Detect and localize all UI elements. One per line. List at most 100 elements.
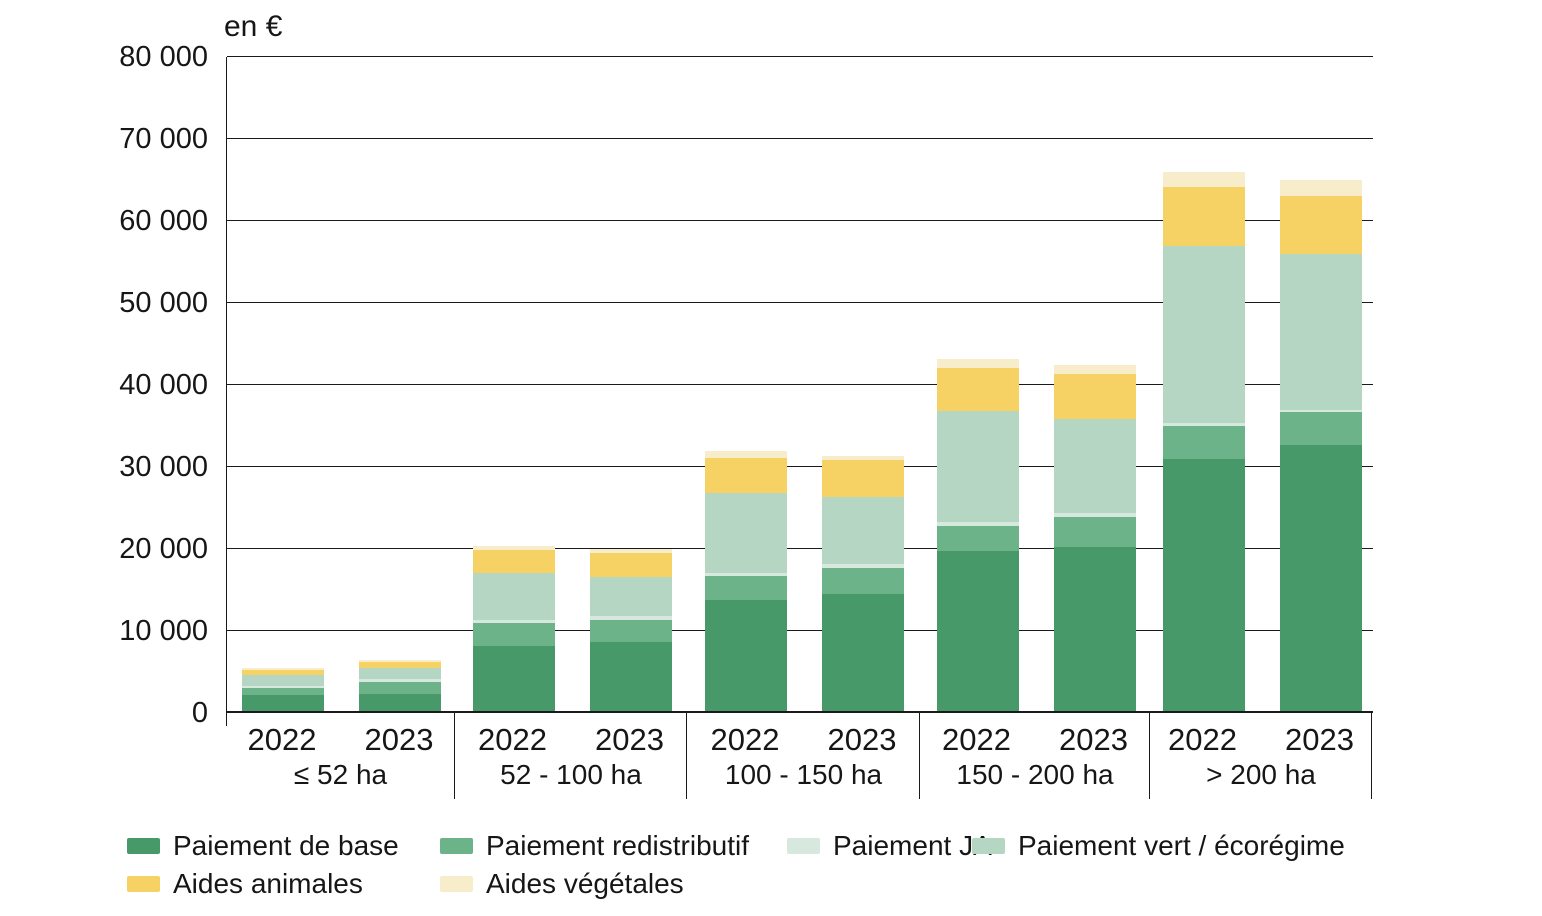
bar-segment-paiement-ja <box>472 619 555 623</box>
grid-line <box>227 630 1373 631</box>
group-divider <box>454 713 455 799</box>
bar-2023-200-ha <box>1279 180 1362 713</box>
bar-segment-paiement-de-base <box>705 599 787 713</box>
y-tick-label: 70 000 <box>119 123 208 155</box>
year-labels: 2022 2023 <box>1150 723 1372 757</box>
grid-line <box>227 56 1373 57</box>
bar-segment-aides-animales <box>1162 187 1245 246</box>
bar-segment-paiement-de-base <box>1162 458 1245 713</box>
legend-swatch-aides-v-g-tales <box>440 876 473 892</box>
bar-segment-paiement-ja <box>1279 409 1362 413</box>
group-divider <box>919 713 920 799</box>
bar-segment-paiement-redistributif <box>822 567 904 595</box>
year-label: 2022 <box>710 722 780 757</box>
group-divider <box>1149 713 1150 799</box>
bar-segment-paiement-redistributif <box>472 622 555 646</box>
bar-segment-aides-animales <box>242 670 324 676</box>
legend-item-paiement-vert-cor-gime: Paiement vert / écorégime <box>972 830 1345 861</box>
bar-segment-paiement-vert-cor-gime <box>1053 418 1136 513</box>
bar-segment-paiement-vert-cor-gime <box>1279 253 1362 410</box>
bar-segment-aides-v-g-tales <box>589 549 672 554</box>
bar-segment-aides-animales <box>1053 374 1136 419</box>
y-tick-label: 20 000 <box>119 533 208 565</box>
bars-layer <box>227 57 1373 713</box>
year-labels: 2022 2023 <box>687 723 920 757</box>
bar-segment-aides-v-g-tales <box>705 451 787 459</box>
legend-swatch-paiement-de-base <box>127 838 160 854</box>
legend-swatch-aides-animales <box>127 876 160 892</box>
year-labels: 2022 2023 <box>226 723 455 757</box>
grid-line <box>227 384 1373 385</box>
bar-segment-paiement-ja <box>1053 512 1136 518</box>
grid-line <box>227 138 1373 139</box>
year-label: 2023 <box>1285 722 1354 757</box>
y-tick-label: 80 000 <box>119 41 208 73</box>
bar-segment-paiement-vert-cor-gime <box>359 667 441 679</box>
legend-item-paiement-de-base: Paiement de base <box>127 830 399 861</box>
bar-2022-150-200-ha <box>936 358 1019 713</box>
legend-label: Paiement de base <box>173 830 399 861</box>
bar-segment-aides-v-g-tales <box>1053 364 1136 375</box>
year-labels: 2022 2023 <box>455 723 687 757</box>
y-tick-label: 30 000 <box>119 451 208 483</box>
bar-segment-paiement-vert-cor-gime <box>936 411 1019 522</box>
year-label: 2022 <box>942 722 1011 757</box>
bar-segment-paiement-redistributif <box>936 526 1019 551</box>
bar-group-52-100-ha <box>456 57 688 713</box>
bar-segment-aides-v-g-tales <box>936 358 1019 368</box>
bar-segment-aides-v-g-tales <box>242 667 324 671</box>
x-group-200-ha: 2022 2023 > 200 ha <box>1150 713 1372 808</box>
category-label: 100 - 150 ha <box>724 759 883 790</box>
y-tick-label: 0 <box>191 697 208 729</box>
y-tick-label: 10 000 <box>119 615 208 647</box>
grid-line <box>227 548 1373 549</box>
y-axis-unit-label: en € <box>224 10 283 43</box>
legend-item-aides-v-g-tales: Aides végétales <box>440 870 684 898</box>
bar-2023-52-ha <box>359 659 441 713</box>
year-labels: 2022 2023 <box>920 723 1150 757</box>
bar-segment-aides-v-g-tales <box>822 455 904 461</box>
axis-tick <box>226 713 227 726</box>
year-label: 2023 <box>1059 722 1128 757</box>
bar-segment-aides-v-g-tales <box>1279 180 1362 197</box>
bar-segment-aides-animales <box>589 553 672 577</box>
bar-segment-paiement-vert-cor-gime <box>705 493 787 573</box>
bar-segment-paiement-vert-cor-gime <box>242 675 324 686</box>
y-tick-label: 60 000 <box>119 205 208 237</box>
legend-label: Paiement JA <box>833 830 992 861</box>
bar-segment-paiement-de-base <box>822 594 904 713</box>
bar-segment-paiement-vert-cor-gime <box>589 576 672 617</box>
bar-segment-paiement-de-base <box>472 645 555 713</box>
x-group-100-150-ha: 2022 2023 100 - 150 ha <box>687 713 920 808</box>
bar-segment-aides-animales <box>1279 196 1362 254</box>
legend-swatch-paiement-ja <box>787 838 820 854</box>
legend-item-aides-animales: Aides animales <box>127 870 363 898</box>
grid-line <box>227 302 1373 303</box>
grid-line <box>227 466 1373 467</box>
bar-segment-paiement-ja <box>589 616 672 620</box>
year-label: 2023 <box>364 722 434 757</box>
grid-line <box>227 220 1373 221</box>
bar-2023-52-100-ha <box>589 549 672 713</box>
bar-segment-paiement-de-base <box>936 550 1019 713</box>
y-tick-label: 40 000 <box>119 369 208 401</box>
x-axis-line <box>227 711 1373 713</box>
bar-group-52-ha <box>227 57 456 713</box>
bar-segment-paiement-de-base <box>359 694 441 713</box>
bar-segment-paiement-ja <box>1162 422 1245 427</box>
year-label: 2023 <box>827 722 897 757</box>
year-label: 2022 <box>478 722 547 757</box>
bar-segment-paiement-ja <box>242 685 324 689</box>
legend-label: Paiement vert / écorégime <box>1018 830 1345 861</box>
legend-item-paiement-redistributif: Paiement redistributif <box>440 832 749 860</box>
bar-group-100-150-ha <box>688 57 921 713</box>
bar-segment-aides-animales <box>472 549 555 573</box>
bar-segment-paiement-vert-cor-gime <box>1162 245 1245 423</box>
x-group-52-100-ha: 2022 2023 52 - 100 ha <box>455 713 687 808</box>
category-label: ≤ 52 ha <box>293 759 388 790</box>
bar-2022-52-ha <box>242 667 324 713</box>
bar-segment-paiement-de-base <box>1053 546 1136 713</box>
bar-2023-150-200-ha <box>1053 364 1136 713</box>
bar-group-200-ha <box>1151 57 1373 713</box>
